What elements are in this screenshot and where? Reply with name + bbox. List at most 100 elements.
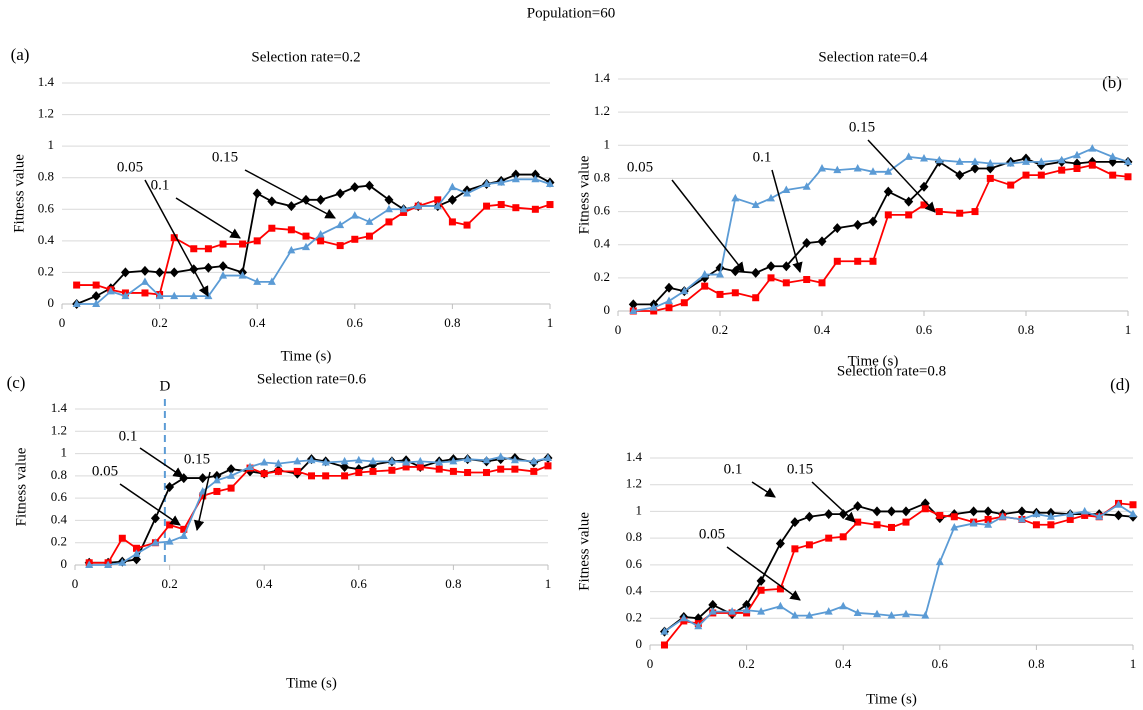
x-tick-label: 0.2 bbox=[151, 315, 167, 330]
y-tick-label: 0.6 bbox=[38, 200, 55, 215]
marker bbox=[384, 194, 394, 205]
x-tick-label: 0.8 bbox=[1028, 656, 1044, 671]
marker bbox=[321, 457, 330, 466]
marker bbox=[165, 482, 175, 492]
marker bbox=[198, 473, 208, 484]
marker bbox=[776, 601, 785, 610]
x-tick-label: 0.4 bbox=[249, 315, 266, 330]
marker bbox=[530, 467, 538, 475]
marker bbox=[650, 307, 658, 315]
marker bbox=[335, 188, 345, 199]
marker bbox=[872, 506, 882, 517]
marker bbox=[824, 509, 834, 520]
y-tick-label: 1.2 bbox=[626, 476, 642, 491]
marker bbox=[984, 520, 993, 528]
annotation-arrow bbox=[139, 447, 184, 478]
marker bbox=[227, 471, 236, 479]
marker bbox=[1129, 501, 1137, 509]
marker bbox=[728, 607, 737, 615]
marker bbox=[1066, 515, 1074, 523]
y-tick-label: 1.4 bbox=[51, 400, 68, 415]
marker bbox=[1047, 521, 1055, 529]
marker bbox=[239, 240, 247, 248]
marker bbox=[888, 523, 895, 531]
marker bbox=[302, 232, 310, 240]
marker bbox=[1109, 171, 1117, 179]
annotation: 0.15 bbox=[849, 119, 875, 135]
marker bbox=[901, 506, 911, 517]
marker bbox=[629, 306, 638, 314]
y-tick-label: 0.8 bbox=[626, 529, 642, 544]
marker bbox=[730, 266, 740, 277]
y-tick-label: 1.4 bbox=[38, 74, 55, 89]
marker bbox=[132, 549, 141, 557]
y-tick-label: 1 bbox=[48, 137, 55, 152]
marker bbox=[1088, 144, 1097, 152]
y-tick-label: 0 bbox=[48, 295, 55, 310]
marker bbox=[199, 492, 207, 500]
marker bbox=[986, 159, 995, 167]
chart-title: Selection rate=0.2 bbox=[251, 49, 360, 65]
marker bbox=[449, 467, 457, 475]
marker bbox=[219, 240, 227, 248]
marker bbox=[1032, 509, 1041, 518]
marker bbox=[665, 304, 673, 312]
marker bbox=[984, 515, 992, 523]
y-tick-label: 1.4 bbox=[594, 70, 611, 85]
marker bbox=[904, 152, 913, 160]
marker bbox=[387, 456, 396, 465]
marker bbox=[104, 560, 113, 568]
marker bbox=[804, 511, 814, 522]
marker bbox=[322, 472, 330, 480]
y-tick-label: 1.4 bbox=[626, 449, 643, 464]
marker bbox=[365, 232, 373, 240]
marker bbox=[435, 457, 444, 466]
marker bbox=[1114, 500, 1123, 508]
marker bbox=[782, 279, 790, 287]
annotation: 0.05 bbox=[92, 463, 118, 479]
marker bbox=[464, 469, 472, 477]
marker bbox=[901, 609, 910, 618]
marker bbox=[660, 627, 669, 635]
marker bbox=[118, 534, 126, 542]
chart-title: Selection rate=0.6 bbox=[257, 371, 367, 387]
marker bbox=[92, 299, 101, 307]
x-tick-label: 0.8 bbox=[445, 576, 461, 591]
panel-label: (d) bbox=[1110, 375, 1130, 394]
marker bbox=[365, 217, 374, 225]
marker bbox=[204, 245, 212, 253]
marker bbox=[463, 189, 472, 197]
marker bbox=[805, 541, 813, 549]
marker bbox=[883, 186, 893, 197]
marker bbox=[414, 201, 423, 210]
marker bbox=[854, 518, 862, 526]
marker bbox=[1066, 509, 1075, 518]
annotation-arrow bbox=[119, 483, 181, 526]
annotation-arrow bbox=[671, 179, 745, 273]
marker bbox=[1088, 161, 1096, 169]
marker bbox=[708, 607, 717, 615]
marker bbox=[920, 201, 928, 209]
marker bbox=[752, 294, 760, 302]
marker bbox=[955, 170, 965, 181]
x-tick-label: 0 bbox=[647, 656, 654, 671]
marker bbox=[767, 274, 775, 282]
y-tick-label: 0.4 bbox=[38, 232, 55, 247]
marker bbox=[91, 291, 101, 302]
y-axis-label: Fitness value bbox=[13, 447, 29, 526]
marker bbox=[935, 155, 944, 164]
marker bbox=[448, 182, 457, 191]
marker bbox=[260, 470, 268, 478]
marker bbox=[825, 534, 833, 542]
marker bbox=[252, 188, 262, 199]
marker bbox=[274, 467, 282, 475]
marker bbox=[150, 513, 160, 524]
marker bbox=[1058, 166, 1066, 174]
marker bbox=[463, 454, 472, 463]
marker bbox=[402, 457, 411, 466]
marker bbox=[350, 211, 359, 219]
x-tick-label: 1 bbox=[547, 315, 554, 330]
marker bbox=[293, 456, 302, 465]
marker bbox=[302, 242, 310, 251]
